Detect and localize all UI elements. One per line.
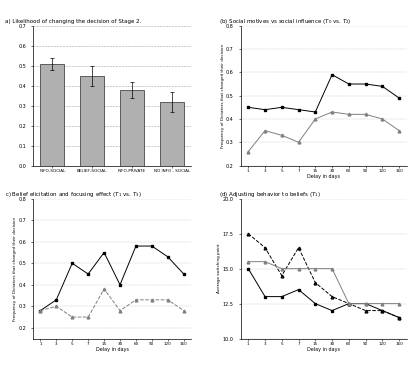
INFO-SOCIAL [263, 107, 268, 112]
INFO-PRIVATE [246, 149, 251, 154]
BELIEF-SOCIAL [134, 244, 139, 248]
X-axis label: Delay in days: Delay in days [307, 174, 340, 180]
NO INFO - SOCIAL [181, 308, 186, 313]
BELIEF-SOCIAL [181, 272, 186, 276]
Text: c) Belief elicitation and focusing effect ($T_1$ vs. $T_3$): c) Belief elicitation and focusing effec… [5, 190, 142, 199]
BELIEF - SOCIAL (Stage 3) [263, 245, 268, 250]
INFO-PRIVATE [263, 128, 268, 133]
BELIEF-SOCIAL [38, 308, 43, 313]
X-axis label: Delay in days: Delay in days [307, 347, 340, 353]
Line: BELIEF - SOCIAL (Stage 3): BELIEF - SOCIAL (Stage 3) [247, 232, 400, 319]
BELIEF - SOCIAL (Stage 3) [279, 273, 284, 278]
NO INFO - SOCIAL [149, 298, 154, 302]
INFO-PRIVATE [296, 140, 301, 145]
BELIEF-SOCIAL [54, 298, 59, 302]
BELIEF - SOCIAL (Stage 3) [397, 315, 402, 320]
Line: NO INFO - SOCIAL: NO INFO - SOCIAL [39, 288, 185, 318]
BELIEF - SOCIAL (Stage 4) [263, 259, 268, 264]
NO INFO - SOCIAL [165, 298, 170, 302]
BELIEF - SOCIAL (Stage 4) [397, 301, 402, 306]
BELIEF - SOCIAL (Stage 3) [363, 308, 368, 313]
INFO-SOCIAL [397, 96, 402, 100]
BELIEF - SOCIAL (Stage 2) [397, 315, 402, 320]
Line: INFO-SOCIAL: INFO-SOCIAL [247, 73, 400, 113]
BELIEF - SOCIAL (Stage 2) [313, 301, 318, 306]
NO INFO - SOCIAL [38, 308, 43, 313]
INFO-SOCIAL [330, 72, 334, 77]
BELIEF - SOCIAL (Stage 3) [330, 294, 334, 299]
INFO-SOCIAL [313, 110, 318, 114]
BELIEF - SOCIAL (Stage 2) [263, 294, 268, 299]
Bar [80, 76, 104, 166]
BELIEF - SOCIAL (Stage 4) [279, 266, 284, 271]
NO INFO - SOCIAL [134, 298, 139, 302]
INFO-SOCIAL [363, 82, 368, 86]
BELIEF - SOCIAL (Stage 4) [296, 266, 301, 271]
Legend: INFO-SOCIAL, INFO-PRIVATE: INFO-SOCIAL, INFO-PRIVATE [288, 201, 359, 208]
BELIEF - SOCIAL (Stage 3) [313, 280, 318, 285]
BELIEF-SOCIAL [102, 250, 107, 255]
BELIEF-SOCIAL [85, 272, 90, 276]
Line: BELIEF - SOCIAL (Stage 4): BELIEF - SOCIAL (Stage 4) [247, 260, 400, 305]
BELIEF - SOCIAL (Stage 2) [279, 294, 284, 299]
BELIEF-SOCIAL [165, 255, 170, 259]
BELIEF - SOCIAL (Stage 2) [246, 266, 251, 271]
INFO-SOCIAL [246, 105, 251, 110]
Bar [120, 90, 144, 166]
BELIEF - SOCIAL (Stage 3) [246, 231, 251, 236]
Text: (d) Adjusting behavior to beliefs ($T_1$): (d) Adjusting behavior to beliefs ($T_1$… [219, 190, 321, 199]
NO INFO - SOCIAL [70, 315, 75, 319]
INFO-PRIVATE [380, 117, 385, 121]
BELIEF - SOCIAL (Stage 2) [296, 287, 301, 292]
INFO-PRIVATE [347, 112, 352, 117]
BELIEF - SOCIAL (Stage 4) [330, 266, 334, 271]
INFO-PRIVATE [279, 133, 284, 138]
Y-axis label: Frequency of Dictators that changed their decision: Frequency of Dictators that changed thei… [13, 217, 17, 321]
BELIEF - SOCIAL (Stage 4) [347, 301, 352, 306]
Line: BELIEF - SOCIAL (Stage 2): BELIEF - SOCIAL (Stage 2) [247, 267, 400, 319]
INFO-SOCIAL [296, 107, 301, 112]
BELIEF - SOCIAL (Stage 3) [380, 308, 385, 313]
BELIEF-SOCIAL [149, 244, 154, 248]
INFO-PRIVATE [397, 128, 402, 133]
BELIEF - SOCIAL (Stage 4) [313, 266, 318, 271]
NO INFO - SOCIAL [102, 287, 107, 291]
Line: BELIEF-SOCIAL: BELIEF-SOCIAL [39, 245, 185, 312]
Bar [160, 102, 184, 166]
BELIEF - SOCIAL (Stage 4) [363, 301, 368, 306]
NO INFO - SOCIAL [85, 315, 90, 319]
NO INFO - SOCIAL [54, 304, 59, 308]
BELIEF-SOCIAL [70, 261, 75, 265]
BELIEF - SOCIAL (Stage 3) [347, 301, 352, 306]
BELIEF - SOCIAL (Stage 2) [330, 308, 334, 313]
Y-axis label: Average switching point: Average switching point [217, 244, 222, 293]
BELIEF-SOCIAL [117, 283, 122, 287]
Line: INFO-PRIVATE: INFO-PRIVATE [247, 111, 400, 153]
INFO-PRIVATE [313, 117, 318, 121]
INFO-SOCIAL [380, 84, 385, 89]
NO INFO - SOCIAL [117, 308, 122, 313]
BELIEF - SOCIAL (Stage 4) [380, 301, 385, 306]
BELIEF - SOCIAL (Stage 2) [363, 301, 368, 306]
INFO-SOCIAL [347, 82, 352, 86]
INFO-PRIVATE [363, 112, 368, 117]
Text: (b) Social motives vs social influence ($T_0$ vs. $T_2$): (b) Social motives vs social influence (… [219, 17, 352, 26]
X-axis label: Delay in days: Delay in days [95, 347, 129, 353]
Text: a) Likelihood of changing the decision of Stage 2.: a) Likelihood of changing the decision o… [5, 19, 141, 24]
BELIEF - SOCIAL (Stage 2) [380, 308, 385, 313]
BELIEF - SOCIAL (Stage 4) [246, 259, 251, 264]
INFO-SOCIAL [279, 105, 284, 110]
INFO-PRIVATE [330, 110, 334, 114]
Bar [40, 64, 64, 166]
BELIEF - SOCIAL (Stage 2) [347, 301, 352, 306]
Y-axis label: Frequency of Dictators that changed their decision: Frequency of Dictators that changed thei… [221, 44, 225, 148]
BELIEF - SOCIAL (Stage 3) [296, 245, 301, 250]
